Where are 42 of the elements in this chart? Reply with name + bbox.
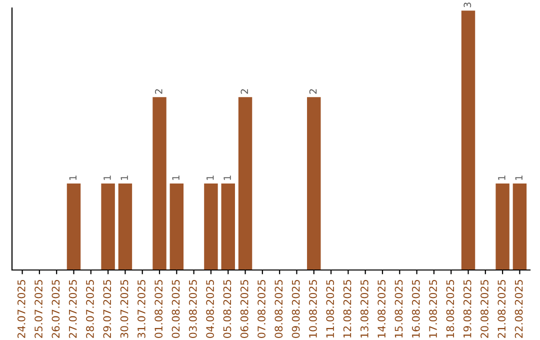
x-tick-label: 15.08.2025 — [394, 280, 403, 338]
x-tick-label: 01.08.2025 — [154, 280, 163, 338]
data-label: 2 — [309, 89, 317, 94]
x-tick-label: 21.08.2025 — [498, 280, 506, 338]
x-tick-label: 20.08.2025 — [480, 280, 488, 338]
data-label: 3 — [464, 2, 472, 8]
x-tick-label: 09.08.2025 — [292, 280, 300, 338]
data-label: 1 — [172, 176, 180, 180]
x-tick-label: 18.08.2025 — [446, 280, 454, 338]
x-tick-label: 27.07.2025 — [68, 280, 77, 338]
data-label: 1 — [69, 176, 76, 180]
x-tick-label: 12.08.2025 — [343, 280, 352, 338]
x-tick-label: 02.08.2025 — [172, 280, 180, 338]
data-label: 2 — [240, 89, 248, 94]
x-tick-label: 16.08.2025 — [412, 280, 420, 338]
x-tick-label: 19.08.2025 — [463, 280, 472, 338]
x-tick-label: 30.07.2025 — [120, 280, 128, 338]
x-tick-label: 07.08.2025 — [258, 280, 266, 338]
x-tick-label: 11.08.2025 — [326, 280, 334, 338]
data-label: 1 — [515, 176, 522, 180]
x-tick-label: 17.08.2025 — [429, 280, 437, 338]
x-tick-label: 25.07.2025 — [34, 280, 42, 338]
x-tick-label: 03.08.2025 — [188, 280, 197, 338]
data-label: 1 — [120, 176, 128, 180]
data-label: 1 — [104, 176, 111, 180]
x-tick-label: 08.08.2025 — [274, 280, 283, 338]
data-label: 1 — [224, 176, 231, 180]
data-label: 1 — [206, 176, 214, 180]
x-tick-label: 28.07.2025 — [86, 280, 94, 338]
data-label: 2 — [154, 89, 162, 94]
x-tick-label: 05.08.2025 — [223, 280, 232, 338]
x-tick-label: 04.08.2025 — [206, 280, 214, 338]
x-tick-label: 31.07.2025 — [138, 280, 146, 338]
x-tick-label: 29.07.2025 — [103, 280, 112, 338]
x-tick-label: 26.07.2025 — [52, 280, 60, 338]
data-label: 1 — [498, 176, 506, 180]
x-tick-label: 14.08.2025 — [378, 280, 386, 338]
x-tick-label: 22.08.2025 — [514, 280, 523, 338]
x-tick-label: 13.08.2025 — [360, 280, 368, 338]
x-tick-label: 10.08.2025 — [309, 280, 317, 338]
x-tick-label: 24.07.2025 — [17, 280, 26, 338]
x-tick-label: 06.08.2025 — [240, 280, 248, 338]
